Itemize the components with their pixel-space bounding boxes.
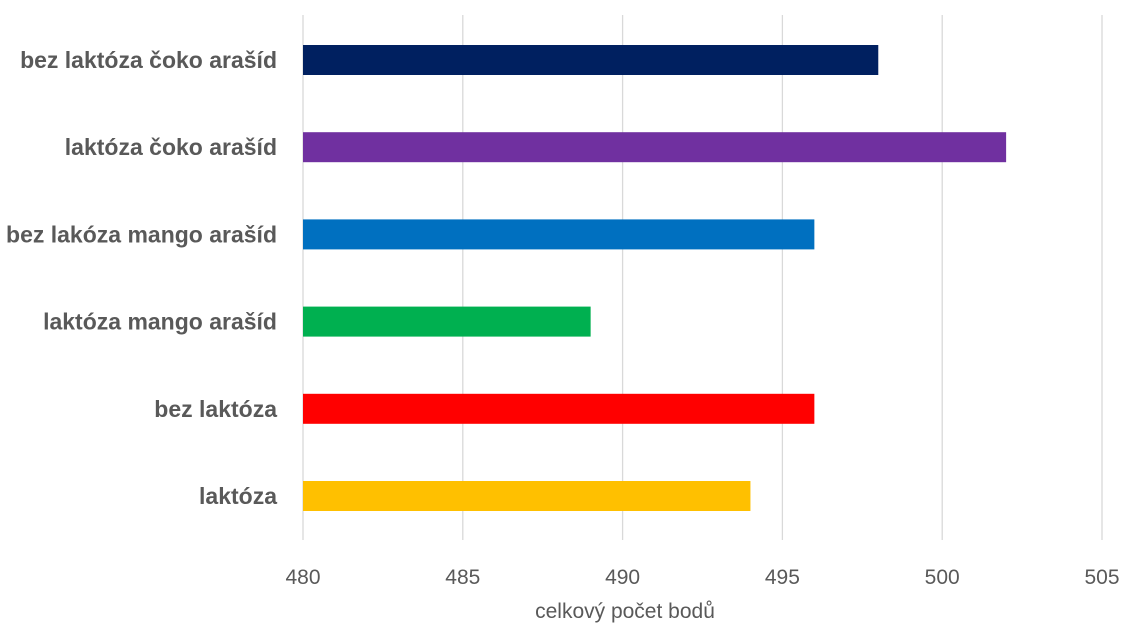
x-tick-label: 500: [925, 566, 960, 589]
bar: [303, 306, 591, 337]
bar: [303, 481, 751, 511]
x-axis-title: celkový počet bodů: [535, 600, 715, 623]
x-tick-label: 495: [765, 566, 800, 589]
bar: [303, 132, 1007, 163]
x-tick-label: 505: [1084, 566, 1119, 589]
bars: [303, 45, 1007, 511]
x-tick-label: 490: [605, 566, 640, 589]
category-label: laktóza mango arašíd: [43, 309, 277, 335]
bar: [303, 45, 879, 75]
gridlines: [302, 15, 1103, 540]
category-labels: bez laktóza čoko arašíd laktóza čoko araš…: [6, 47, 277, 509]
bar: [303, 219, 815, 250]
category-label: laktóza čoko arašíd: [65, 134, 277, 160]
category-label: bez laktóza čoko arašíd: [20, 47, 277, 73]
x-tick-labels: 480 485 490 495 500 505: [285, 566, 1119, 589]
category-label: laktóza: [199, 483, 277, 509]
x-tick-label: 480: [285, 566, 320, 589]
x-tick-label: 485: [445, 566, 480, 589]
category-label: bez laktóza: [154, 396, 277, 422]
bar: [303, 393, 815, 424]
category-label: bez lakóza mango arašíd: [6, 221, 277, 247]
